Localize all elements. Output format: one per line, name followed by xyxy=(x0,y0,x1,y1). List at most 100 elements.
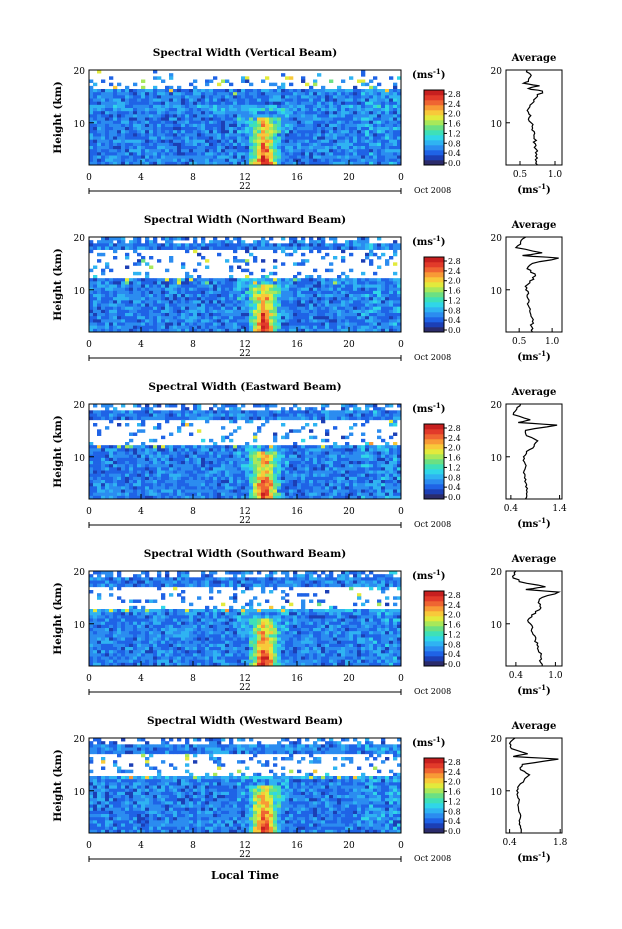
heatmap-cell xyxy=(269,413,274,417)
heatmap-cell xyxy=(113,284,118,288)
heatmap-cell xyxy=(373,114,378,118)
heatmap-cell xyxy=(261,313,266,317)
heatmap-cell xyxy=(353,133,358,137)
heatmap-cell xyxy=(197,149,202,153)
heatmap-cell xyxy=(133,294,138,298)
heatmap-cell xyxy=(161,104,166,109)
heatmap-cell xyxy=(153,158,158,163)
heatmap-cell xyxy=(265,92,270,96)
panel-title: Spectral Width (Eastward Beam) xyxy=(148,381,341,393)
heatmap-cell xyxy=(185,445,190,449)
heatmap-cell xyxy=(137,142,142,147)
heatmap-cell xyxy=(265,104,270,109)
heatmap-cell xyxy=(257,454,262,459)
heatmap-cell xyxy=(281,435,286,440)
heatmap-cell xyxy=(257,101,262,106)
heatmap-cell xyxy=(213,152,218,156)
heatmap-cell xyxy=(145,278,150,282)
heatmap-cell xyxy=(181,95,186,99)
y-axis-label: Height (km) xyxy=(52,81,64,153)
heatmap-cell xyxy=(213,473,218,478)
heatmap-cell xyxy=(365,104,370,109)
heatmap-cell xyxy=(357,281,362,285)
heatmap-cell xyxy=(157,114,162,118)
heatmap-cell xyxy=(165,410,170,414)
heatmap-cell xyxy=(93,290,98,295)
heatmap-cell xyxy=(373,287,378,292)
heatmap-cell xyxy=(209,492,214,497)
heatmap-cell xyxy=(365,306,370,311)
heatmap-cell xyxy=(93,127,98,131)
heatmap-cell xyxy=(297,486,302,490)
heatmap-cell xyxy=(169,489,174,493)
heatmap-cell xyxy=(229,95,234,99)
heatmap-cell xyxy=(321,319,326,323)
heatmap-cell xyxy=(253,309,258,314)
heatmap-cell xyxy=(201,451,206,455)
heatmap-cell xyxy=(165,313,170,317)
heatmap-cell xyxy=(221,410,226,414)
heatmap-cell xyxy=(101,278,106,282)
heatmap-cell xyxy=(249,278,254,282)
heatmap-cell xyxy=(385,111,390,115)
heatmap-cell xyxy=(341,92,346,96)
heatmap-cell xyxy=(121,133,126,137)
heatmap-cell xyxy=(209,161,214,166)
heatmap-cell xyxy=(89,306,94,311)
heatmap-cell xyxy=(121,111,126,115)
heatmap-cell xyxy=(397,120,402,125)
heatmap-cell xyxy=(281,152,286,156)
heatmap-cell xyxy=(241,470,246,474)
heatmap-cell xyxy=(229,319,234,323)
heatmap-cell xyxy=(329,262,334,266)
heatmap-cell xyxy=(229,92,234,96)
heatmap-cell xyxy=(205,281,210,285)
heatmap-cell xyxy=(153,316,158,320)
heatmap-cell xyxy=(353,319,358,323)
heatmap-cell xyxy=(125,98,130,102)
heatmap-cell xyxy=(149,290,154,295)
heatmap-cell xyxy=(181,161,186,166)
heatmap-cell xyxy=(309,243,314,247)
heatmap-cell xyxy=(185,328,190,333)
heatmap-cell xyxy=(173,98,178,102)
heatmap-cell xyxy=(209,306,214,311)
heatmap-cell xyxy=(193,325,198,330)
heatmap-cell xyxy=(365,319,370,323)
heatmap-cell xyxy=(269,161,274,166)
heatmap-cell xyxy=(297,407,302,411)
heatmap-cell xyxy=(133,473,138,478)
heatmap-cell xyxy=(221,303,226,307)
heatmap-cell xyxy=(293,136,298,140)
heatmap-cell xyxy=(317,249,322,254)
heatmap-cell xyxy=(201,461,206,465)
heatmap-cell xyxy=(121,489,126,493)
heatmap-cell xyxy=(149,246,154,250)
heatmap-cell xyxy=(105,240,110,244)
heatmap-cell xyxy=(337,309,342,314)
heatmap-cell xyxy=(361,313,366,317)
heatmap-cell xyxy=(289,309,294,314)
heatmap-cell xyxy=(217,240,222,244)
heatmap-cell xyxy=(361,294,366,298)
heatmap-cell xyxy=(325,322,330,326)
heatmap-cell xyxy=(193,461,198,465)
heatmap-cell xyxy=(177,454,182,459)
heatmap-cell xyxy=(337,325,342,330)
heatmap-cell xyxy=(297,139,302,144)
profile-y-tick-label: 20 xyxy=(491,234,503,244)
heatmap-cell xyxy=(189,470,194,474)
heatmap-cell xyxy=(385,130,390,134)
heatmap-cell xyxy=(289,287,294,292)
heatmap-cell xyxy=(249,416,254,421)
heatmap-cell xyxy=(189,92,194,96)
heatmap-cell xyxy=(193,284,198,288)
heatmap-cell xyxy=(297,127,302,131)
heatmap-cell xyxy=(105,237,110,241)
heatmap-cell xyxy=(365,246,370,250)
heatmap-cell xyxy=(221,480,226,484)
heatmap-cell xyxy=(173,142,178,147)
heatmap-cell xyxy=(277,130,282,134)
heatmap-cell xyxy=(201,158,206,163)
heatmap-cell xyxy=(389,123,394,128)
